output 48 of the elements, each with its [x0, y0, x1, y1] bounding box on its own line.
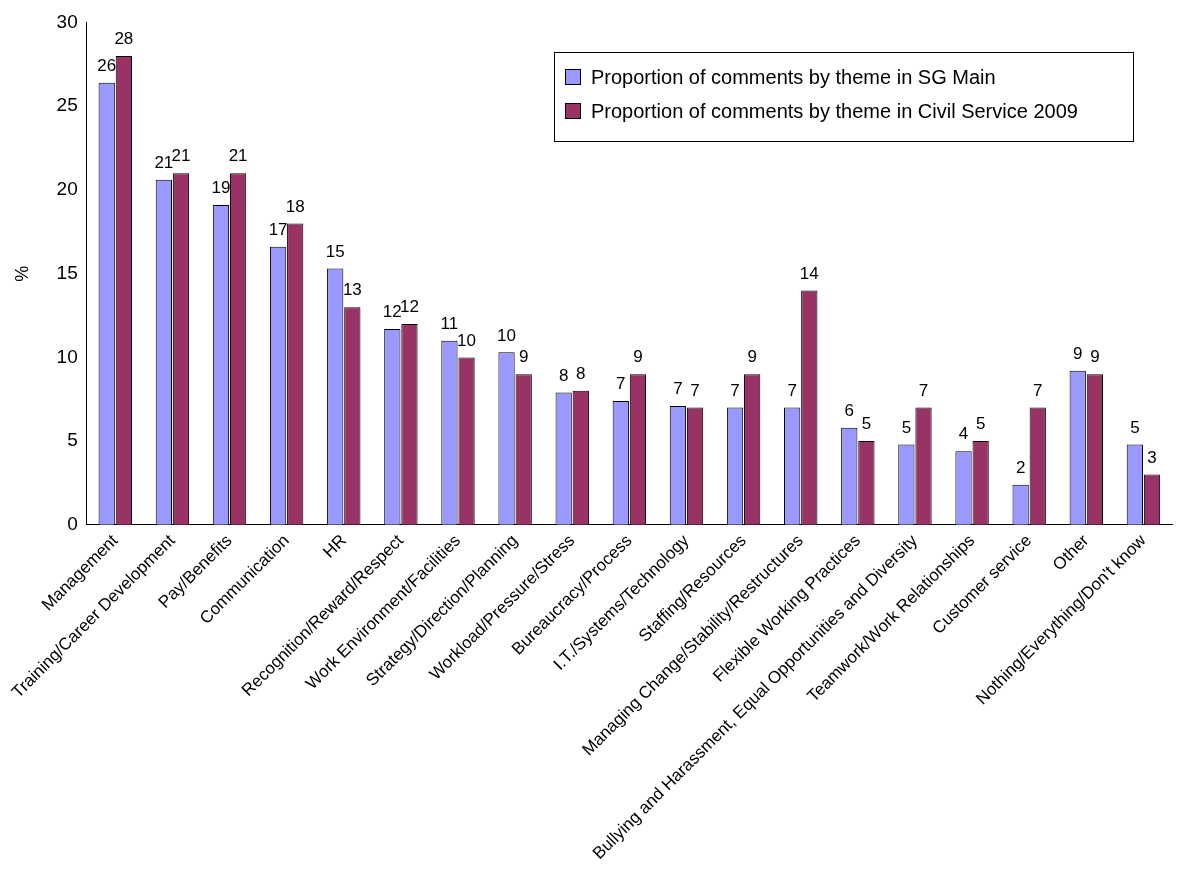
data-label: 8: [576, 364, 586, 384]
data-label: 4: [958, 424, 969, 444]
y-tick-label: 0: [67, 513, 78, 535]
data-label: 7: [616, 374, 626, 394]
data-label: 9: [1073, 343, 1083, 363]
data-label: 13: [342, 280, 362, 300]
y-tick-label: 15: [56, 261, 78, 283]
data-label: 21: [228, 146, 248, 166]
data-label: 7: [918, 380, 929, 400]
data-label: 11: [440, 313, 459, 333]
data-label: 3: [1147, 447, 1157, 467]
data-label: 18: [285, 196, 305, 216]
y-tick-label: 20: [56, 178, 78, 200]
data-label: 8: [558, 365, 569, 385]
y-tick-label: 30: [56, 10, 78, 32]
data-label: 15: [325, 241, 345, 261]
data-label: 9: [518, 347, 529, 367]
data-label: 5: [861, 414, 872, 434]
y-tick-label: 25: [56, 94, 78, 116]
data-label: 2: [1015, 457, 1026, 477]
y-axis-title: %: [11, 265, 32, 282]
y-tick-label: 10: [56, 345, 78, 367]
legend-label: Proportion of comments by theme in SG Main: [591, 65, 996, 89]
data-label: 9: [747, 347, 757, 367]
data-label: 21: [154, 153, 174, 173]
data-label: 26: [97, 55, 117, 75]
data-label: 7: [1033, 380, 1043, 400]
data-label: 17: [268, 220, 288, 240]
data-label: 12: [382, 302, 402, 322]
data-label: 6: [844, 400, 855, 420]
data-label: 7: [690, 380, 700, 400]
data-label: 10: [457, 330, 477, 350]
data-label: 5: [975, 414, 986, 434]
data-label: 9: [633, 347, 643, 367]
data-label: 5: [1130, 417, 1140, 437]
data-label: 10: [497, 325, 517, 345]
y-tick-label: 5: [67, 429, 78, 451]
data-label: 7: [730, 380, 740, 400]
data-label: 9: [1090, 347, 1100, 367]
data-label: 21: [171, 146, 191, 166]
data-label: 12: [400, 297, 419, 317]
data-label: 7: [673, 379, 683, 399]
data-label: 19: [211, 178, 231, 198]
data-label: 7: [787, 380, 797, 400]
data-label: 28: [114, 29, 134, 49]
legend-label: Proportion of comments by theme in Civil Service 2009: [591, 99, 1078, 123]
data-label: 14: [799, 263, 819, 283]
data-label: 5: [901, 417, 912, 437]
